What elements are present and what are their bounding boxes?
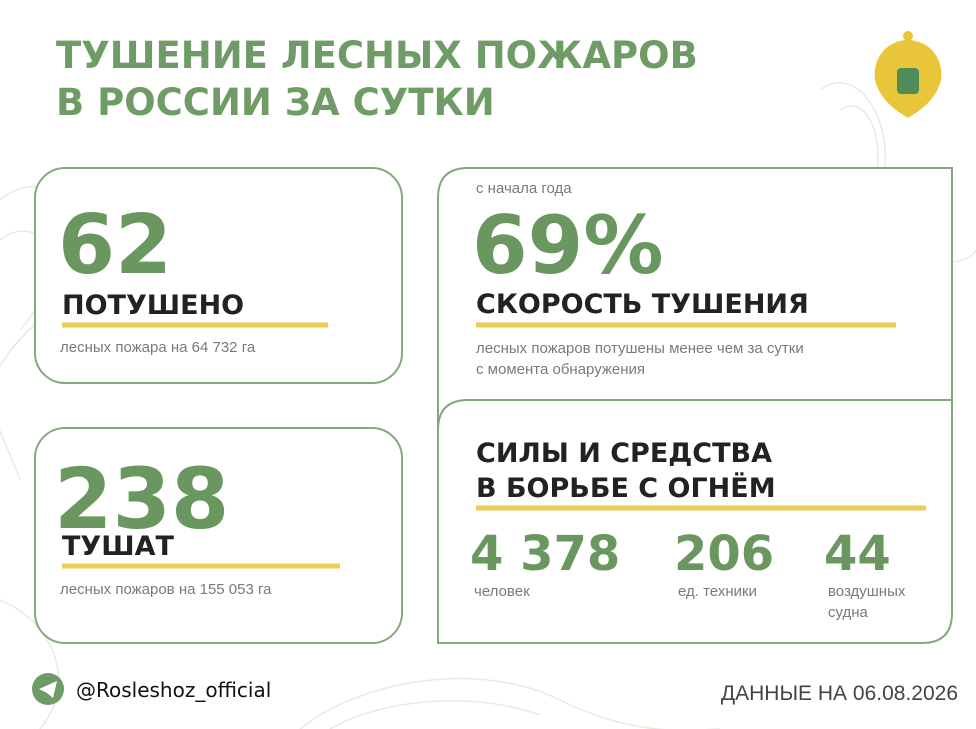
section-title: СИЛЫ И СРЕДСТВА — [476, 438, 772, 469]
force-label: человек — [474, 583, 530, 600]
section-title: В БОРЬБЕ С ОГНЁМ — [476, 472, 776, 504]
emblem — [874, 31, 942, 118]
stat-label: ТУШАТ — [62, 531, 174, 562]
stat-label: ПОТУШЕНО — [62, 290, 244, 321]
force-label: судна — [828, 604, 869, 621]
stat-label: СКОРОСТЬ ТУШЕНИЯ — [476, 289, 809, 320]
telegram-icon — [32, 673, 64, 705]
card — [437, 399, 953, 644]
card — [34, 167, 403, 384]
card — [34, 427, 403, 644]
stat-note: с начала года — [476, 180, 572, 197]
force-value: 206 — [674, 526, 774, 582]
stat-number: 69% — [472, 199, 663, 292]
card — [437, 167, 953, 440]
stat-description: лесных пожаров на 155 053 га — [60, 581, 272, 598]
stat-number: 238 — [54, 450, 229, 548]
force-label: воздушных — [828, 583, 906, 600]
stat-description: с момента обнаружения — [476, 361, 645, 378]
data-date: ДАННЫЕ НА 06.08.2026 — [721, 682, 958, 705]
force-value: 44 — [824, 526, 891, 582]
force-label: ед. техники — [678, 583, 757, 600]
force-value: 4 378 — [470, 526, 620, 582]
stat-number: 62 — [58, 198, 172, 293]
social-handle: @Rosleshoz_official — [76, 678, 271, 702]
title-line: ТУШЕНИЕ ЛЕСНЫХ ПОЖАРОВ — [56, 34, 698, 77]
title-line: В РОССИИ ЗА СУТКИ — [56, 81, 495, 124]
stat-description: лесных пожара на 64 732 га — [60, 339, 256, 356]
stat-description: лесных пожаров потушены менее чем за сут… — [476, 340, 804, 357]
